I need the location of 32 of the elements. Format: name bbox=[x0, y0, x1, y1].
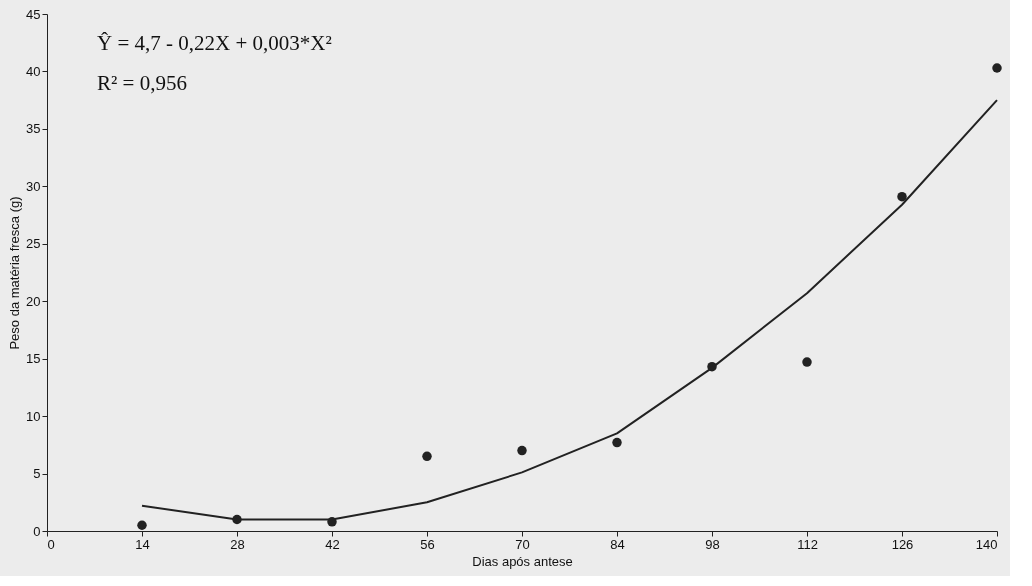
y-tick-label: 40 bbox=[26, 63, 41, 79]
x-tick-label: 98 bbox=[705, 536, 720, 552]
y-axis-title: Peso da matéria fresca (g) bbox=[7, 196, 23, 350]
point bbox=[802, 357, 812, 367]
point bbox=[992, 63, 1002, 73]
y-tick-label: 35 bbox=[26, 121, 41, 137]
annotation: R² = 0,956 bbox=[97, 71, 187, 95]
x-tick-label: 0 bbox=[47, 536, 55, 552]
x-axis-title: Dias após antese bbox=[472, 553, 573, 569]
x-tick-label: 14 bbox=[135, 536, 150, 552]
y-tick-label: 0 bbox=[33, 523, 41, 539]
x-tick-label: 28 bbox=[230, 536, 245, 552]
point bbox=[137, 520, 147, 530]
x-tick-label: 112 bbox=[797, 536, 818, 552]
x-tick-label: 56 bbox=[420, 536, 435, 552]
x-tick-label: 84 bbox=[610, 536, 625, 552]
point bbox=[612, 437, 622, 448]
x-tick-label: 140 bbox=[975, 536, 998, 552]
annotation: Ŷ = 4,7 - 0,22X + 0,003*X² bbox=[97, 31, 332, 55]
y-tick-label: 20 bbox=[26, 293, 41, 309]
x-tick-label: 42 bbox=[325, 536, 340, 552]
point bbox=[897, 191, 907, 202]
point bbox=[517, 445, 527, 456]
y-tick-label: 5 bbox=[33, 466, 41, 482]
y-tick-label: 30 bbox=[26, 178, 41, 194]
x-tick-label: 70 bbox=[515, 536, 530, 552]
y-tick-label: 45 bbox=[26, 6, 41, 22]
y-tick-label: 25 bbox=[26, 236, 41, 252]
y-tick-label: 15 bbox=[26, 351, 41, 367]
x-tick-label: 126 bbox=[891, 536, 914, 552]
y-tick-label: 10 bbox=[26, 408, 41, 424]
point bbox=[422, 451, 432, 462]
